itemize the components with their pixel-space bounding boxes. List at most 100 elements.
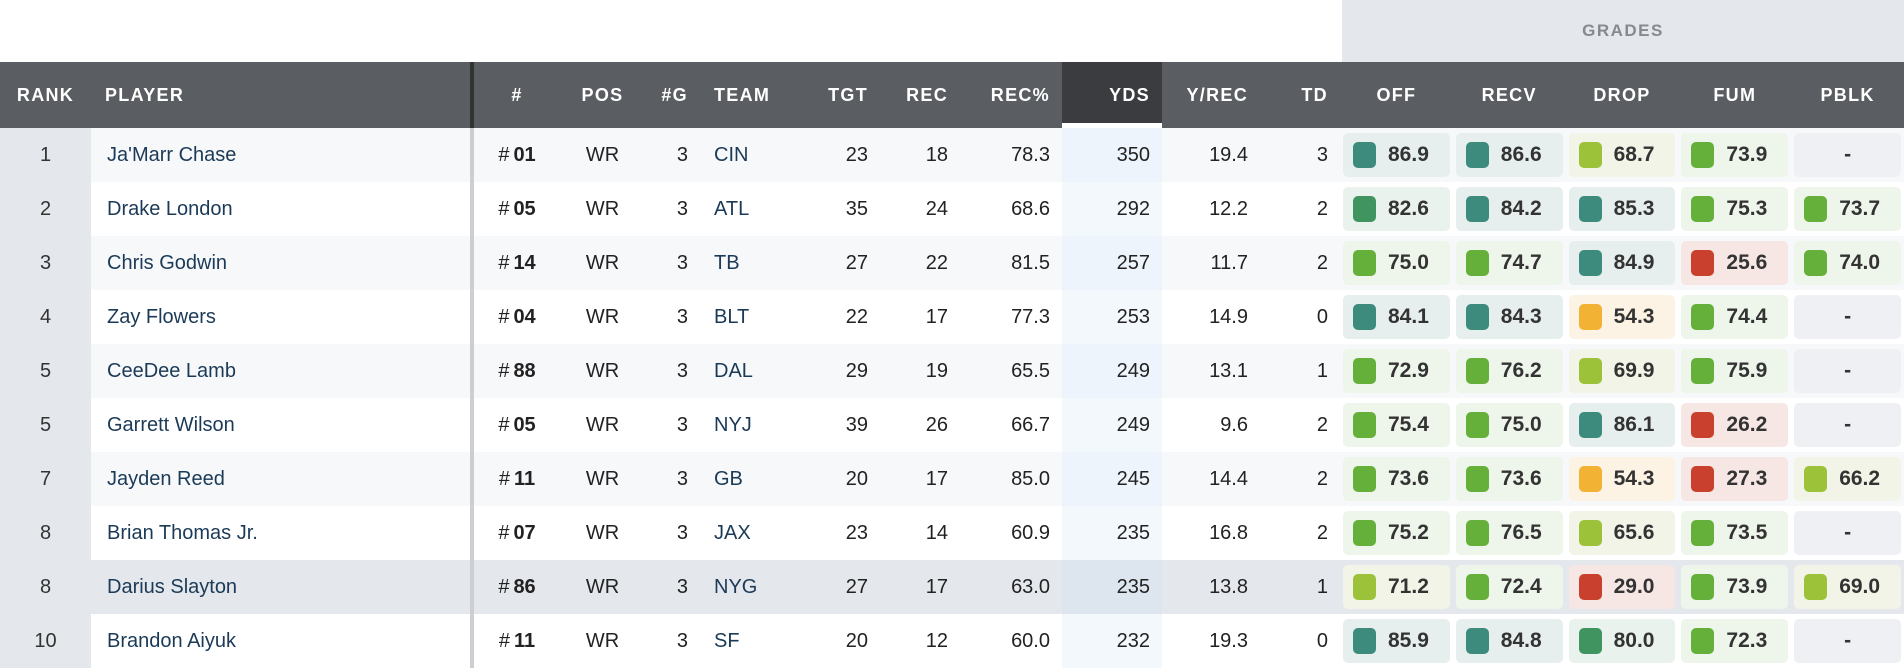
column-header-pos[interactable]: POS — [581, 84, 624, 105]
team-link[interactable]: NYJ — [714, 413, 752, 436]
grade-swatch-icon — [1465, 196, 1489, 222]
column-header-drop[interactable]: DROP — [1593, 84, 1651, 105]
column-header-team[interactable]: TEAM — [714, 84, 771, 105]
player-name-link[interactable]: Brandon Aiyuk — [91, 614, 474, 668]
grade-cell-pblk: 69.0 — [1791, 560, 1904, 614]
player-name-link[interactable]: Garrett Wilson — [91, 398, 474, 452]
column-header-yds[interactable]: YDS — [1062, 62, 1162, 128]
table-row[interactable]: 8 Brian Thomas Jr. #07 WR 3 JAX 23 14 60.9 235 16.… — [0, 506, 1904, 560]
rank-cell: 8 — [0, 506, 91, 560]
column-header-pblk[interactable]: PBLK — [1820, 84, 1875, 105]
grade-value: - — [1844, 143, 1852, 166]
column-header-rec[interactable]: REC — [906, 84, 948, 105]
table-row[interactable]: 2 Drake London #05 WR 3 ATL 35 24 68.6 292 12.2 2 82… — [0, 182, 1904, 236]
grade-badge: 71.2 — [1343, 565, 1450, 609]
pos-cell: WR — [585, 467, 620, 490]
grade-swatch-icon — [1465, 304, 1489, 330]
player-name-link[interactable]: Ja'Marr Chase — [91, 128, 474, 182]
pos-cell: WR — [585, 629, 620, 652]
column-header-fum[interactable]: FUM — [1713, 84, 1757, 105]
player-name-link[interactable]: Zay Flowers — [91, 290, 474, 344]
grade-cell-off: 72.9 — [1340, 344, 1453, 398]
rec-cell: 24 — [925, 197, 948, 220]
column-header-td[interactable]: TD — [1301, 84, 1328, 105]
grade-cell-recv: 72.4 — [1453, 560, 1566, 614]
table-row[interactable]: 5 Garrett Wilson #05 WR 3 NYJ 39 26 66.7 249 9.6 2 7… — [0, 398, 1904, 452]
grade-badge: 26.2 — [1681, 403, 1789, 447]
grade-swatch-icon — [1804, 466, 1828, 492]
grade-badge: 73.6 — [1455, 457, 1563, 501]
table-row[interactable]: 1 Ja'Marr Chase #01 WR 3 CIN 23 18 78.3 350 19.4 3 8… — [0, 128, 1904, 182]
grade-cell-fum: 25.6 — [1678, 236, 1791, 290]
grade-swatch-icon — [1578, 520, 1602, 546]
player-name-link[interactable]: Jayden Reed — [91, 452, 474, 506]
rank-cell: 10 — [0, 614, 91, 668]
column-header-tgt[interactable]: TGT — [828, 84, 868, 105]
team-link[interactable]: GB — [714, 467, 743, 490]
team-link[interactable]: CIN — [714, 143, 749, 166]
grade-badge: 85.3 — [1568, 187, 1676, 231]
pos-cell: WR — [585, 251, 620, 274]
grade-swatch-icon — [1353, 358, 1376, 384]
column-header-recv[interactable]: RECV — [1481, 84, 1537, 105]
grade-value: - — [1844, 629, 1852, 652]
player-name-link[interactable]: CeeDee Lamb — [91, 344, 474, 398]
grade-swatch-icon — [1465, 412, 1489, 438]
player-name-link[interactable]: Chris Godwin — [91, 236, 474, 290]
rec-cell: 17 — [925, 467, 948, 490]
player-name-link[interactable]: Darius Slayton — [91, 560, 474, 614]
column-header-off[interactable]: OFF — [1376, 84, 1417, 105]
column-header-jersey[interactable]: # — [511, 84, 523, 105]
games-cell: 3 — [676, 521, 688, 544]
grade-badge: 84.1 — [1343, 295, 1450, 339]
team-link[interactable]: BLT — [714, 305, 750, 328]
team-link[interactable]: ATL — [714, 197, 750, 220]
grade-badge: 74.0 — [1794, 241, 1901, 285]
grade-value: 84.3 — [1500, 305, 1542, 328]
grade-cell-pblk: - — [1791, 614, 1904, 668]
table-row[interactable]: 10 Brandon Aiyuk #11 WR 3 SF 20 12 60.0 232 19.3 0 8… — [0, 614, 1904, 668]
player-name-link[interactable]: Brian Thomas Jr. — [91, 506, 474, 560]
grade-value: 84.1 — [1388, 305, 1429, 328]
jersey-number: 86 — [513, 575, 536, 598]
column-header-rec-pct[interactable]: REC% — [990, 84, 1050, 105]
grade-swatch-icon — [1691, 412, 1715, 438]
rec-cell: 14 — [925, 521, 948, 544]
jersey-cell: #86 — [474, 560, 560, 614]
player-name-link[interactable]: Drake London — [91, 182, 474, 236]
team-link[interactable]: JAX — [714, 521, 751, 544]
grade-value: 73.5 — [1726, 521, 1768, 544]
table-row[interactable]: 4 Zay Flowers #04 WR 3 BLT 22 17 77.3 253 14.9 0 84.… — [0, 290, 1904, 344]
pos-cell: WR — [585, 143, 620, 166]
column-header-y-rec[interactable]: Y/REC — [1186, 84, 1248, 105]
yds-cell: 253 — [1062, 290, 1162, 344]
grade-badge: 82.6 — [1343, 187, 1450, 231]
grade-value: - — [1844, 521, 1852, 544]
grade-cell-off: 71.2 — [1340, 560, 1453, 614]
grade-cell-drop: 80.0 — [1566, 614, 1679, 668]
games-cell: 3 — [676, 305, 688, 328]
column-header-games[interactable]: #G — [661, 84, 688, 105]
table-row[interactable]: 7 Jayden Reed #11 WR 3 GB 20 17 85.0 245 14.4 2 73.6… — [0, 452, 1904, 506]
grade-swatch-icon — [1353, 196, 1376, 222]
tgt-cell: 39 — [845, 413, 868, 436]
team-link[interactable]: SF — [714, 629, 740, 652]
table-row[interactable]: 3 Chris Godwin #14 WR 3 TB 27 22 81.5 257 11.7 2 75.… — [0, 236, 1904, 290]
grade-swatch-icon — [1465, 466, 1489, 492]
team-link[interactable]: TB — [714, 251, 740, 274]
grade-cell-recv: 84.3 — [1453, 290, 1566, 344]
column-header-player[interactable]: PLAYER — [91, 62, 474, 128]
grade-value: 86.1 — [1613, 413, 1655, 436]
pos-cell: WR — [585, 197, 620, 220]
team-link[interactable]: DAL — [714, 359, 753, 382]
yds-cell: 232 — [1062, 614, 1162, 668]
td-cell: 0 — [1316, 305, 1328, 328]
table-row[interactable]: 8 Darius Slayton #86 WR 3 NYG 27 17 63.0 235 13.8 1… — [0, 560, 1904, 614]
team-link[interactable]: NYG — [714, 575, 758, 598]
table-row[interactable]: 5 CeeDee Lamb #88 WR 3 DAL 29 19 65.5 249 13.1 1 72.… — [0, 344, 1904, 398]
grade-cell-drop: 68.7 — [1566, 128, 1679, 182]
grade-swatch-icon — [1578, 142, 1602, 168]
yds-cell: 235 — [1062, 506, 1162, 560]
grade-cell-off: 73.6 — [1340, 452, 1453, 506]
column-header-rank[interactable]: RANK — [16, 84, 75, 105]
